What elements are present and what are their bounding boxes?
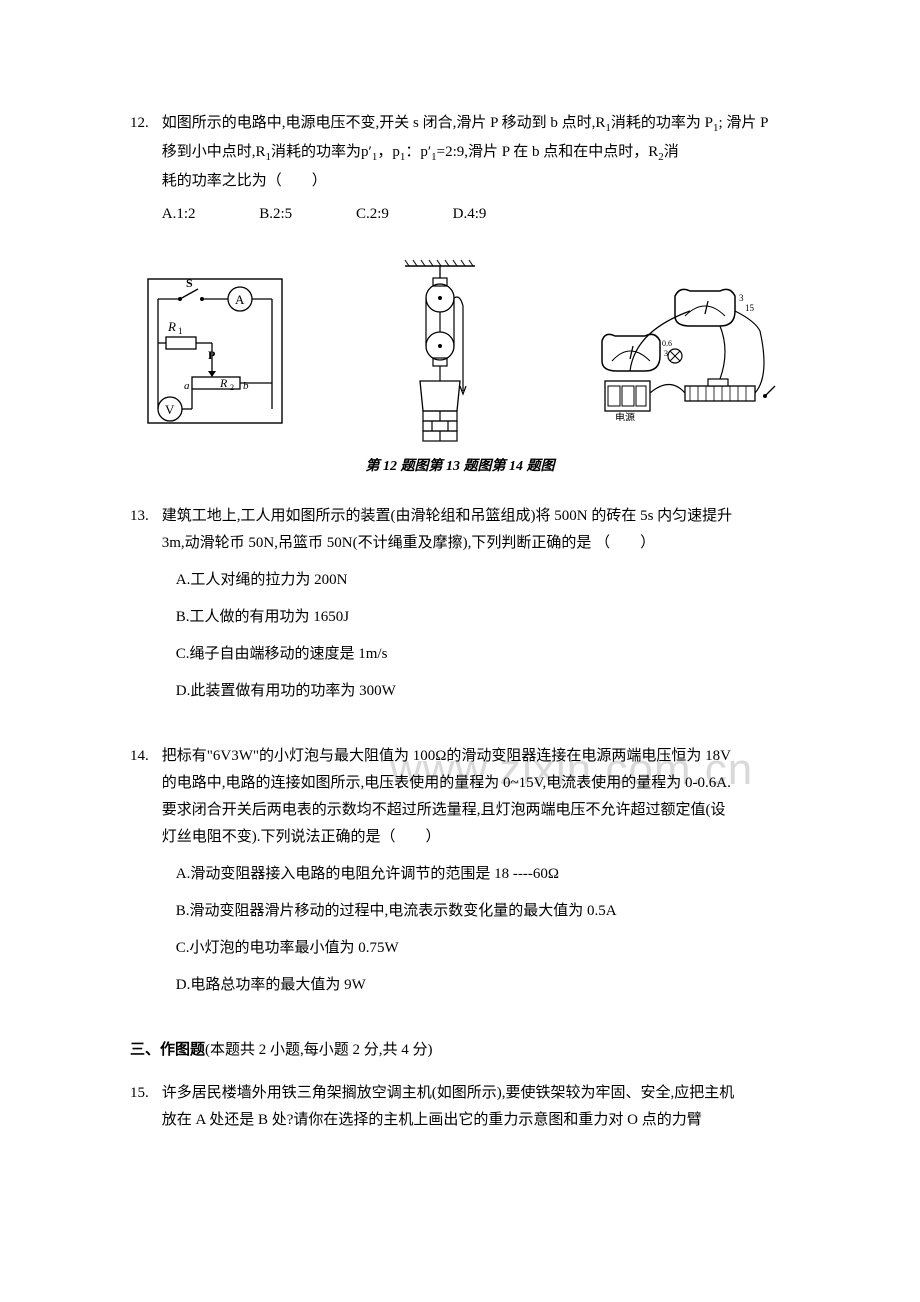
q14-body: 把标有"6V3W"的小灯泡与最大阻值为 100Ω的滑动变阻器连接在电源两端电压恒… — [162, 743, 782, 1009]
circuit-svg: S A R 1 P R 2 a b — [140, 271, 290, 431]
q13-optA: A.工人对绳的拉力为 200N — [176, 567, 782, 594]
q12-l1b: 消耗的功率为 P — [611, 115, 713, 131]
meters-svg: 3 15 0.6 3 电源 — [590, 281, 780, 421]
q12-optA: A.1:2 — [162, 201, 196, 228]
figure-q13-pulley — [385, 256, 495, 446]
q12-l3: 耗的功率之比为（ ） — [162, 173, 327, 189]
label-P: P — [208, 348, 215, 362]
q13-body: 建筑工地上,工人用如图所示的装置(由滑轮组和吊篮组成)将 500N 的砖在 5s… — [162, 503, 782, 715]
label-V: V — [165, 402, 175, 417]
q14-optD: D.电路总功率的最大值为 9W — [176, 972, 782, 999]
figures-caption: 第 12 题图第 13 题图第 14 题图 — [130, 454, 790, 479]
q13-t2: 3m,动滑轮币 50N,吊篮币 50N(不计绳重及摩擦),下列判断正确的是 （ … — [162, 535, 655, 551]
label-R2s: 2 — [230, 383, 234, 392]
figure-q14-meters: 3 15 0.6 3 电源 — [590, 281, 780, 421]
q12-l2d: ：p′ — [405, 144, 431, 160]
question-15: 15. 许多居民楼墙外用铁三角架搁放空调主机(如图所示),要使铁架较为牢固、安全… — [130, 1080, 790, 1134]
q15-t2: 放在 A 处还是 B 处?请你在选择的主机上画出它的重力示意图和重力对 O 点的… — [162, 1112, 702, 1128]
v-scale2: 15 — [745, 303, 755, 313]
label-b: b — [243, 380, 249, 392]
q14-optA: A.滑动变阻器接入电路的电阻允许调节的范围是 18 ----60Ω — [176, 861, 782, 888]
q14-t3: 要求闭合开关后两电表的示数均不超过所选量程,且灯泡两端电压不允许超过额定值(设 — [162, 802, 726, 818]
q12-optD: D.4:9 — [453, 201, 487, 228]
q12-l2b: 消耗的功率为p′ — [271, 144, 372, 160]
batt-label: 电源 — [615, 411, 635, 421]
label-a: a — [184, 380, 190, 392]
q12-number: 12. — [130, 110, 158, 137]
q12-l1c: ; — [718, 115, 722, 131]
q12-body: 如图所示的电路中,电源电压不变,开关 s 闭合,滑片 P 移动到 b 点时,R1… — [162, 110, 782, 228]
q12-options: A.1:2 B.2:5 C.2:9 D.4:9 — [162, 201, 782, 228]
question-12: 12. 如图所示的电路中,电源电压不变,开关 s 闭合,滑片 P 移动到 b 点… — [130, 110, 790, 228]
q12-l2c: ，p — [377, 144, 400, 160]
section-3-title: 三、作图题(本题共 2 小题,每小题 2 分,共 4 分) — [130, 1037, 790, 1064]
figure-q12-circuit: S A R 1 P R 2 a b — [140, 271, 290, 431]
a-scale: 0.6 — [662, 339, 672, 348]
q12-l2f: 消 — [664, 144, 679, 160]
q15-number: 15. — [130, 1080, 158, 1107]
q13-optB: B.工人做的有用功为 1650J — [176, 604, 782, 631]
q14-number: 14. — [130, 743, 158, 770]
q12-optB: B.2:5 — [259, 201, 292, 228]
q12-optC: C.2:9 — [356, 201, 389, 228]
q12-l2e: =2:9,滑片 P 在 b 点和在中点时，R — [437, 144, 659, 160]
label-A: A — [235, 292, 245, 307]
q13-number: 13. — [130, 503, 158, 530]
q15-t1: 许多居民楼墙外用铁三角架搁放空调主机(如图所示),要使铁架较为牢固、安全,应把主… — [162, 1085, 735, 1101]
q14-t4: 灯丝电阻不变).下列说法正确的是（ ） — [162, 829, 441, 845]
q13-optD: D.此装置做有用功的功率为 300W — [176, 678, 782, 705]
question-13: 13. 建筑工地上,工人用如图所示的装置(由滑轮组和吊篮组成)将 500N 的砖… — [130, 503, 790, 715]
figures-row: S A R 1 P R 2 a b — [130, 256, 790, 446]
pulley-svg — [385, 256, 495, 446]
label-R2: R — [219, 376, 228, 390]
label-S: S — [186, 276, 193, 290]
q12-l1a: 如图所示的电路中,电源电压不变,开关 s 闭合,滑片 P 移动到 b 点时,R — [162, 115, 606, 131]
q14-t1: 把标有"6V3W"的小灯泡与最大阻值为 100Ω的滑动变阻器连接在电源两端电压恒… — [162, 748, 731, 764]
s3-bold: 三、作图题 — [130, 1042, 205, 1058]
q14-optB: B.滑动变阻器滑片移动的过程中,电流表示数变化量的最大值为 0.5A — [176, 898, 782, 925]
q13-optC: C.绳子自由端移动的速度是 1m/s — [176, 641, 782, 668]
label-R1: R — [167, 319, 176, 334]
q14-t2: 的电路中,电路的连接如图所示,电压表使用的量程为 0~15V,电流表使用的量程为… — [162, 775, 731, 791]
a-scale2: 3 — [664, 349, 668, 358]
q14-optC: C.小灯泡的电功率最小值为 0.75W — [176, 935, 782, 962]
v-scale: 3 — [739, 293, 744, 303]
q13-t1: 建筑工地上,工人用如图所示的装置(由滑轮组和吊篮组成)将 500N 的砖在 5s… — [162, 508, 732, 524]
label-R1s: 1 — [178, 326, 183, 336]
s3-rest: (本题共 2 小题,每小题 2 分,共 4 分) — [205, 1042, 433, 1058]
q15-body: 许多居民楼墙外用铁三角架搁放空调主机(如图所示),要使铁架较为牢固、安全,应把主… — [162, 1080, 782, 1134]
question-14: 14. 把标有"6V3W"的小灯泡与最大阻值为 100Ω的滑动变阻器连接在电源两… — [130, 743, 790, 1009]
